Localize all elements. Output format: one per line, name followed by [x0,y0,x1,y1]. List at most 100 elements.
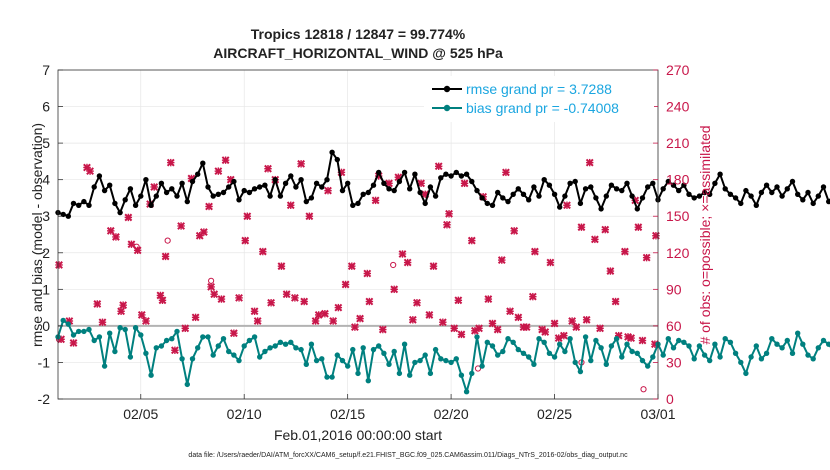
axis-ticks: -2 -1 0 1 2 3 4 5 6 7 02/05 02/10 02/15 02/20 02/25 03/… [38,62,690,422]
obs-assimilated-marker [314,311,323,319]
rmse-point [531,184,537,190]
rmse-point [91,184,97,190]
obs-assimilated-marker [258,247,267,256]
obs-possible-marker [164,237,171,244]
y-left-tick-label: 4 [42,172,50,188]
bias-point [407,372,413,378]
rmse-point [588,184,594,190]
rmse-point [582,186,589,192]
x-tick-label: 03/01 [640,406,675,422]
bias-point [153,345,159,351]
bias-point [267,345,273,351]
bias-point [251,334,258,340]
rmse-point [112,200,118,207]
bias-point [365,378,371,384]
obs-assimilated-marker [267,298,276,307]
bias-point [163,337,170,344]
obs-assimilated-marker [347,262,356,271]
rmse-point [329,149,335,155]
rmse-point [810,200,816,207]
obs-assimilated-marker [572,323,581,332]
obs-assimilated-marker [334,303,343,312]
obs-assimilated-marker [559,331,568,340]
bias-point [122,326,128,333]
rmse-point [453,169,459,176]
bias-point [112,348,118,355]
bias-point [795,330,801,336]
bias-point [412,359,418,366]
obs-assimilated-marker [484,295,493,303]
obs-assimilated-marker [55,261,63,269]
obs-assimilated-marker [158,296,167,305]
rmse-point [619,187,625,194]
obs-assimilated-marker [329,317,338,325]
rmse-point [174,193,180,199]
y-right-tick-label: 240 [666,99,690,115]
y-axis-right-label: # of obs: o=possible; ×=assimilated [697,125,713,345]
chart-subtitle: AIRCRAFT_HORIZONTAL_WIND @ 525 hPa [213,45,503,61]
y-right-tick-label: 180 [666,172,690,188]
rmse-point [107,182,113,188]
rmse-point [474,187,480,194]
bias-point [329,374,335,380]
obs-assimilated-marker [450,324,459,333]
bias-point [303,361,309,367]
y-left-tick-label: -1 [38,354,51,370]
bias-point [670,345,677,351]
bias-point [132,325,139,331]
rmse-point [562,193,568,199]
legend-bias-label: bias grand pr = -0.74008 [466,100,619,116]
obs-assimilated-marker [365,297,374,306]
obs-assimilated-marker [568,317,577,325]
obs-assimilated-marker [235,293,243,302]
bias-point [60,317,66,324]
rmse-point [660,186,666,192]
obs-assimilated-marker [150,183,159,191]
bias-point [572,359,578,366]
obs-assimilated-marker [210,290,219,299]
bias-point [458,372,465,378]
rmse-point [70,200,77,207]
obs-assimilated-marker [311,317,320,325]
x-axis-label: Feb.01,2016 00:00:00 start [273,427,443,443]
obs-assimilated-marker [457,330,466,339]
rmse-point [205,184,211,190]
bias-point [510,339,516,345]
rmse-point [184,198,190,205]
obs-assimilated-marker [514,313,523,322]
rmse-point [557,204,563,210]
obs-assimilated-marker [297,159,306,168]
obs-assimilated-marker [221,156,230,165]
bias-point [489,343,496,349]
rmse-point [551,191,558,197]
bias-point [376,343,382,349]
obs-assimilated-marker [69,339,78,347]
bias-point [226,348,232,355]
bias-point [629,348,635,355]
rmse-point [510,191,516,197]
bias-point [355,370,361,377]
rmse-point [634,206,640,212]
rmse-point [598,206,604,212]
rmse-point [407,186,413,192]
rmse-point [758,189,765,196]
bias-point [443,357,449,364]
bias-point [826,341,830,347]
obs-assimilated-marker [488,319,497,328]
rmse-point [681,182,687,188]
bias-point [386,361,392,367]
rmse-point [489,202,496,208]
bias-point [81,328,87,335]
rmse-point [732,195,739,201]
rmse-point [526,197,532,203]
rmse-point [748,193,754,199]
rmse-point [86,202,92,208]
y-left-tick-label: 2 [42,245,50,261]
rmse-point [784,186,790,192]
rmse-point [795,191,801,197]
series-layer [55,149,830,395]
obs-assimilated-marker [563,201,571,210]
rmse-point [479,195,485,201]
bias-point [174,328,180,335]
rmse-point [143,177,149,183]
